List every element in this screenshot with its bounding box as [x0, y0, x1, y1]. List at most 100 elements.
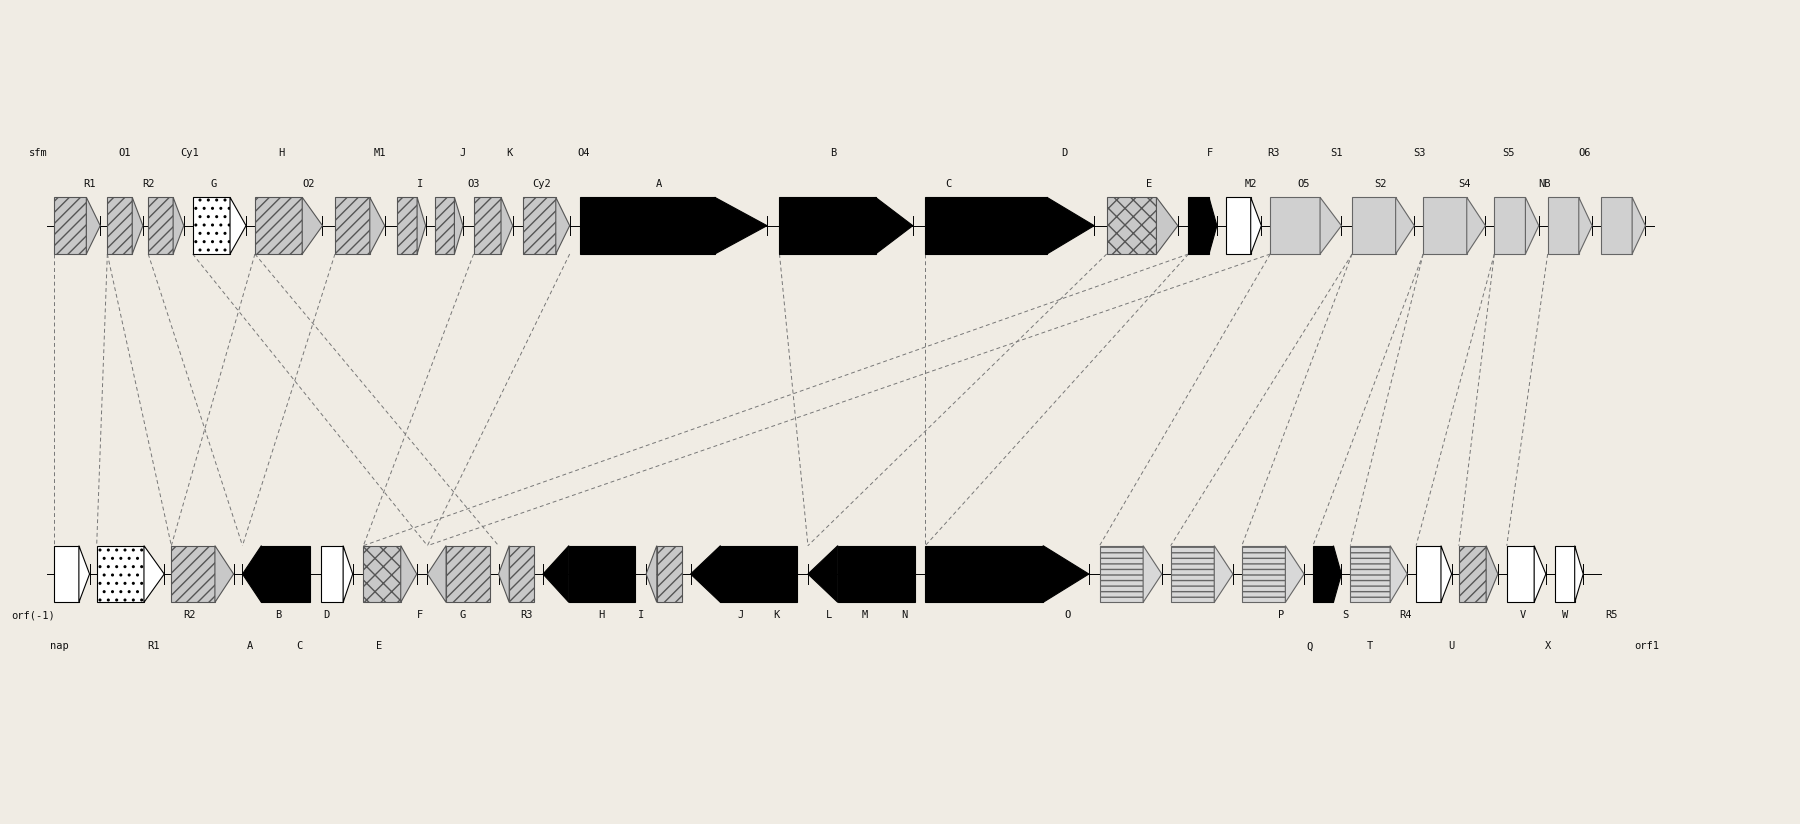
Bar	[580, 197, 715, 254]
Text: R1: R1	[83, 179, 95, 190]
Polygon shape	[1319, 197, 1341, 254]
Polygon shape	[1467, 197, 1485, 254]
Text: orf1: orf1	[1634, 641, 1660, 651]
Text: O: O	[1064, 611, 1071, 620]
Polygon shape	[1534, 545, 1546, 602]
Bar	[1271, 197, 1319, 254]
Text: S2: S2	[1373, 179, 1386, 190]
Polygon shape	[344, 545, 353, 602]
Polygon shape	[86, 197, 101, 254]
Bar	[657, 545, 682, 602]
Bar	[54, 197, 86, 254]
Bar	[1494, 197, 1525, 254]
Polygon shape	[1633, 197, 1645, 254]
Polygon shape	[1143, 545, 1161, 602]
Text: nap: nap	[50, 641, 68, 651]
Text: A: A	[655, 179, 662, 190]
Polygon shape	[173, 197, 184, 254]
Polygon shape	[1048, 197, 1094, 254]
Text: S1: S1	[1330, 148, 1343, 158]
Text: R3: R3	[520, 611, 533, 620]
Text: S5: S5	[1503, 148, 1516, 158]
Bar	[1555, 545, 1575, 602]
Text: R5: R5	[1606, 611, 1618, 620]
Bar	[1417, 545, 1442, 602]
Bar	[779, 197, 875, 254]
Text: R1: R1	[148, 641, 160, 651]
Polygon shape	[79, 545, 90, 602]
Polygon shape	[808, 545, 837, 602]
Text: sfm: sfm	[29, 148, 47, 158]
Polygon shape	[1525, 197, 1539, 254]
Text: C: C	[297, 641, 302, 651]
Polygon shape	[427, 545, 446, 602]
Bar	[1170, 545, 1215, 602]
Polygon shape	[302, 197, 322, 254]
Text: M: M	[862, 611, 868, 620]
Bar	[97, 545, 144, 602]
Polygon shape	[1285, 545, 1303, 602]
Text: V: V	[1519, 611, 1526, 620]
Text: M1: M1	[373, 148, 385, 158]
Bar	[925, 545, 1042, 602]
Bar	[320, 545, 344, 602]
Polygon shape	[1579, 197, 1593, 254]
Text: H: H	[599, 611, 605, 620]
Bar	[434, 197, 454, 254]
Bar	[398, 197, 418, 254]
Polygon shape	[875, 197, 913, 254]
Bar	[1226, 197, 1251, 254]
Bar	[446, 545, 490, 602]
Text: K: K	[772, 611, 779, 620]
Bar	[1352, 197, 1395, 254]
Polygon shape	[715, 197, 767, 254]
Polygon shape	[1395, 197, 1415, 254]
Polygon shape	[691, 545, 720, 602]
Bar	[1507, 545, 1534, 602]
Bar	[261, 545, 310, 602]
Text: P: P	[1278, 611, 1283, 620]
Bar	[1424, 197, 1467, 254]
Text: H: H	[279, 148, 284, 158]
Text: R2: R2	[142, 179, 155, 190]
Bar	[473, 197, 500, 254]
Text: S: S	[1341, 611, 1348, 620]
Bar	[1350, 545, 1390, 602]
Polygon shape	[556, 197, 569, 254]
Text: B: B	[275, 611, 281, 620]
Text: G: G	[459, 611, 466, 620]
Polygon shape	[544, 545, 569, 602]
Bar	[837, 545, 914, 602]
Polygon shape	[1575, 545, 1584, 602]
Text: O4: O4	[578, 148, 590, 158]
Polygon shape	[1210, 197, 1217, 254]
Text: R2: R2	[184, 611, 196, 620]
Bar	[108, 197, 131, 254]
Text: E: E	[376, 641, 383, 651]
Bar	[171, 545, 214, 602]
Text: J: J	[459, 148, 466, 158]
Polygon shape	[418, 197, 425, 254]
Bar	[54, 545, 79, 602]
Bar	[1548, 197, 1579, 254]
Polygon shape	[214, 545, 234, 602]
Text: R3: R3	[1267, 148, 1280, 158]
Text: K: K	[506, 148, 513, 158]
Text: M2: M2	[1244, 179, 1256, 190]
Polygon shape	[131, 197, 142, 254]
Bar	[1458, 545, 1487, 602]
Text: E: E	[1147, 179, 1152, 190]
Text: I: I	[418, 179, 423, 190]
Text: O5: O5	[1298, 179, 1310, 190]
Bar	[509, 545, 535, 602]
Polygon shape	[1390, 545, 1408, 602]
Text: C: C	[945, 179, 952, 190]
Polygon shape	[1442, 545, 1451, 602]
Text: W: W	[1562, 611, 1568, 620]
Bar	[364, 545, 401, 602]
Polygon shape	[1042, 545, 1089, 602]
Bar	[1107, 197, 1156, 254]
Bar	[720, 545, 797, 602]
Polygon shape	[1487, 545, 1498, 602]
Text: O3: O3	[468, 179, 481, 190]
